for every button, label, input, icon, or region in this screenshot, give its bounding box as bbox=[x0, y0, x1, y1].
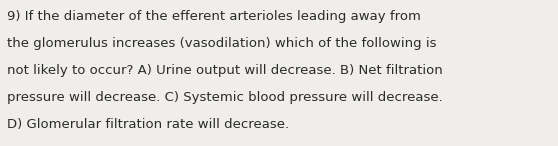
Text: D) Glomerular filtration rate will decrease.: D) Glomerular filtration rate will decre… bbox=[7, 118, 290, 131]
Text: the glomerulus increases (vasodilation) which of the following is: the glomerulus increases (vasodilation) … bbox=[7, 37, 437, 50]
Text: pressure will decrease. C) Systemic blood pressure will decrease.: pressure will decrease. C) Systemic bloo… bbox=[7, 91, 443, 104]
Text: 9) If the diameter of the efferent arterioles leading away from: 9) If the diameter of the efferent arter… bbox=[7, 10, 421, 23]
Text: not likely to occur? A) Urine output will decrease. B) Net filtration: not likely to occur? A) Urine output wil… bbox=[7, 64, 443, 77]
